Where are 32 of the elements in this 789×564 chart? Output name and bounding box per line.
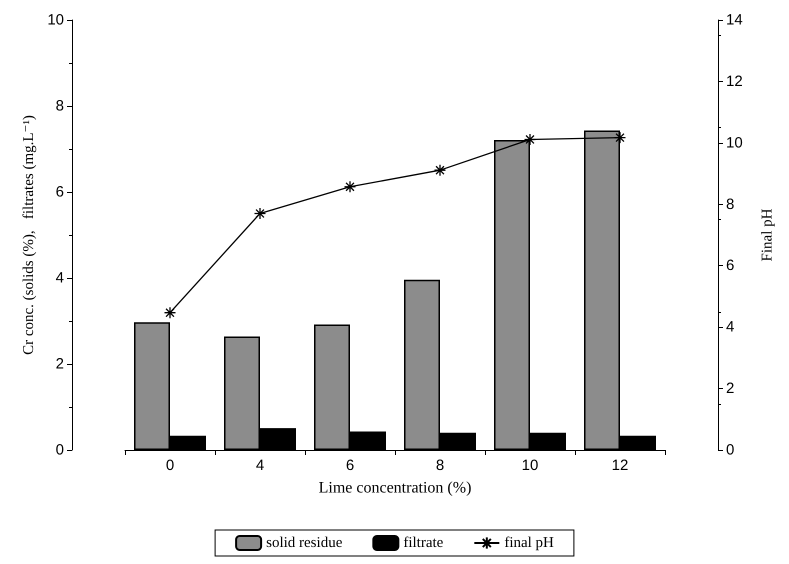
x-axis-title: Lime concentration (%) <box>318 480 472 496</box>
legend-label: filtrate <box>403 535 444 551</box>
y2-tick-label: 0 <box>726 442 734 458</box>
x-tick-label: 8 <box>436 457 444 474</box>
y-tick-label: 8 <box>56 98 64 114</box>
y-tick-label: 2 <box>56 356 64 372</box>
y2-tick-label: 2 <box>726 380 734 398</box>
y2-tick-label: 10 <box>726 134 743 152</box>
point <box>164 306 176 319</box>
y-tick-label: 10 <box>47 12 64 28</box>
y-tick-label: 4 <box>56 270 64 286</box>
x-tick-label: 12 <box>612 457 628 474</box>
point <box>434 164 446 176</box>
point <box>524 133 536 146</box>
x-tick-label: 0 <box>166 457 174 474</box>
x-tick-label: 4 <box>256 457 264 474</box>
x-tick-label: 10 <box>522 457 538 474</box>
y-axis-title: Cr conc. (solids (%), filtrates (mg.L⁻¹) <box>20 115 37 355</box>
y2-tick-label: 14 <box>726 12 743 28</box>
y2-tick-label: 8 <box>726 196 734 213</box>
x-tick-label: 6 <box>346 457 354 474</box>
point <box>344 180 356 193</box>
y2-axis-title: Final pH <box>760 208 776 262</box>
y2-tick-label: 12 <box>726 72 743 90</box>
y2-tick-label: 6 <box>726 257 734 274</box>
y-tick-label: 0 <box>56 442 64 458</box>
legend-label: final pH <box>504 535 554 551</box>
point <box>254 207 266 220</box>
y-tick-label: 6 <box>56 184 64 200</box>
point <box>614 131 626 144</box>
legend-label: solid residue <box>266 535 343 551</box>
y2-tick-label: 4 <box>726 318 734 336</box>
